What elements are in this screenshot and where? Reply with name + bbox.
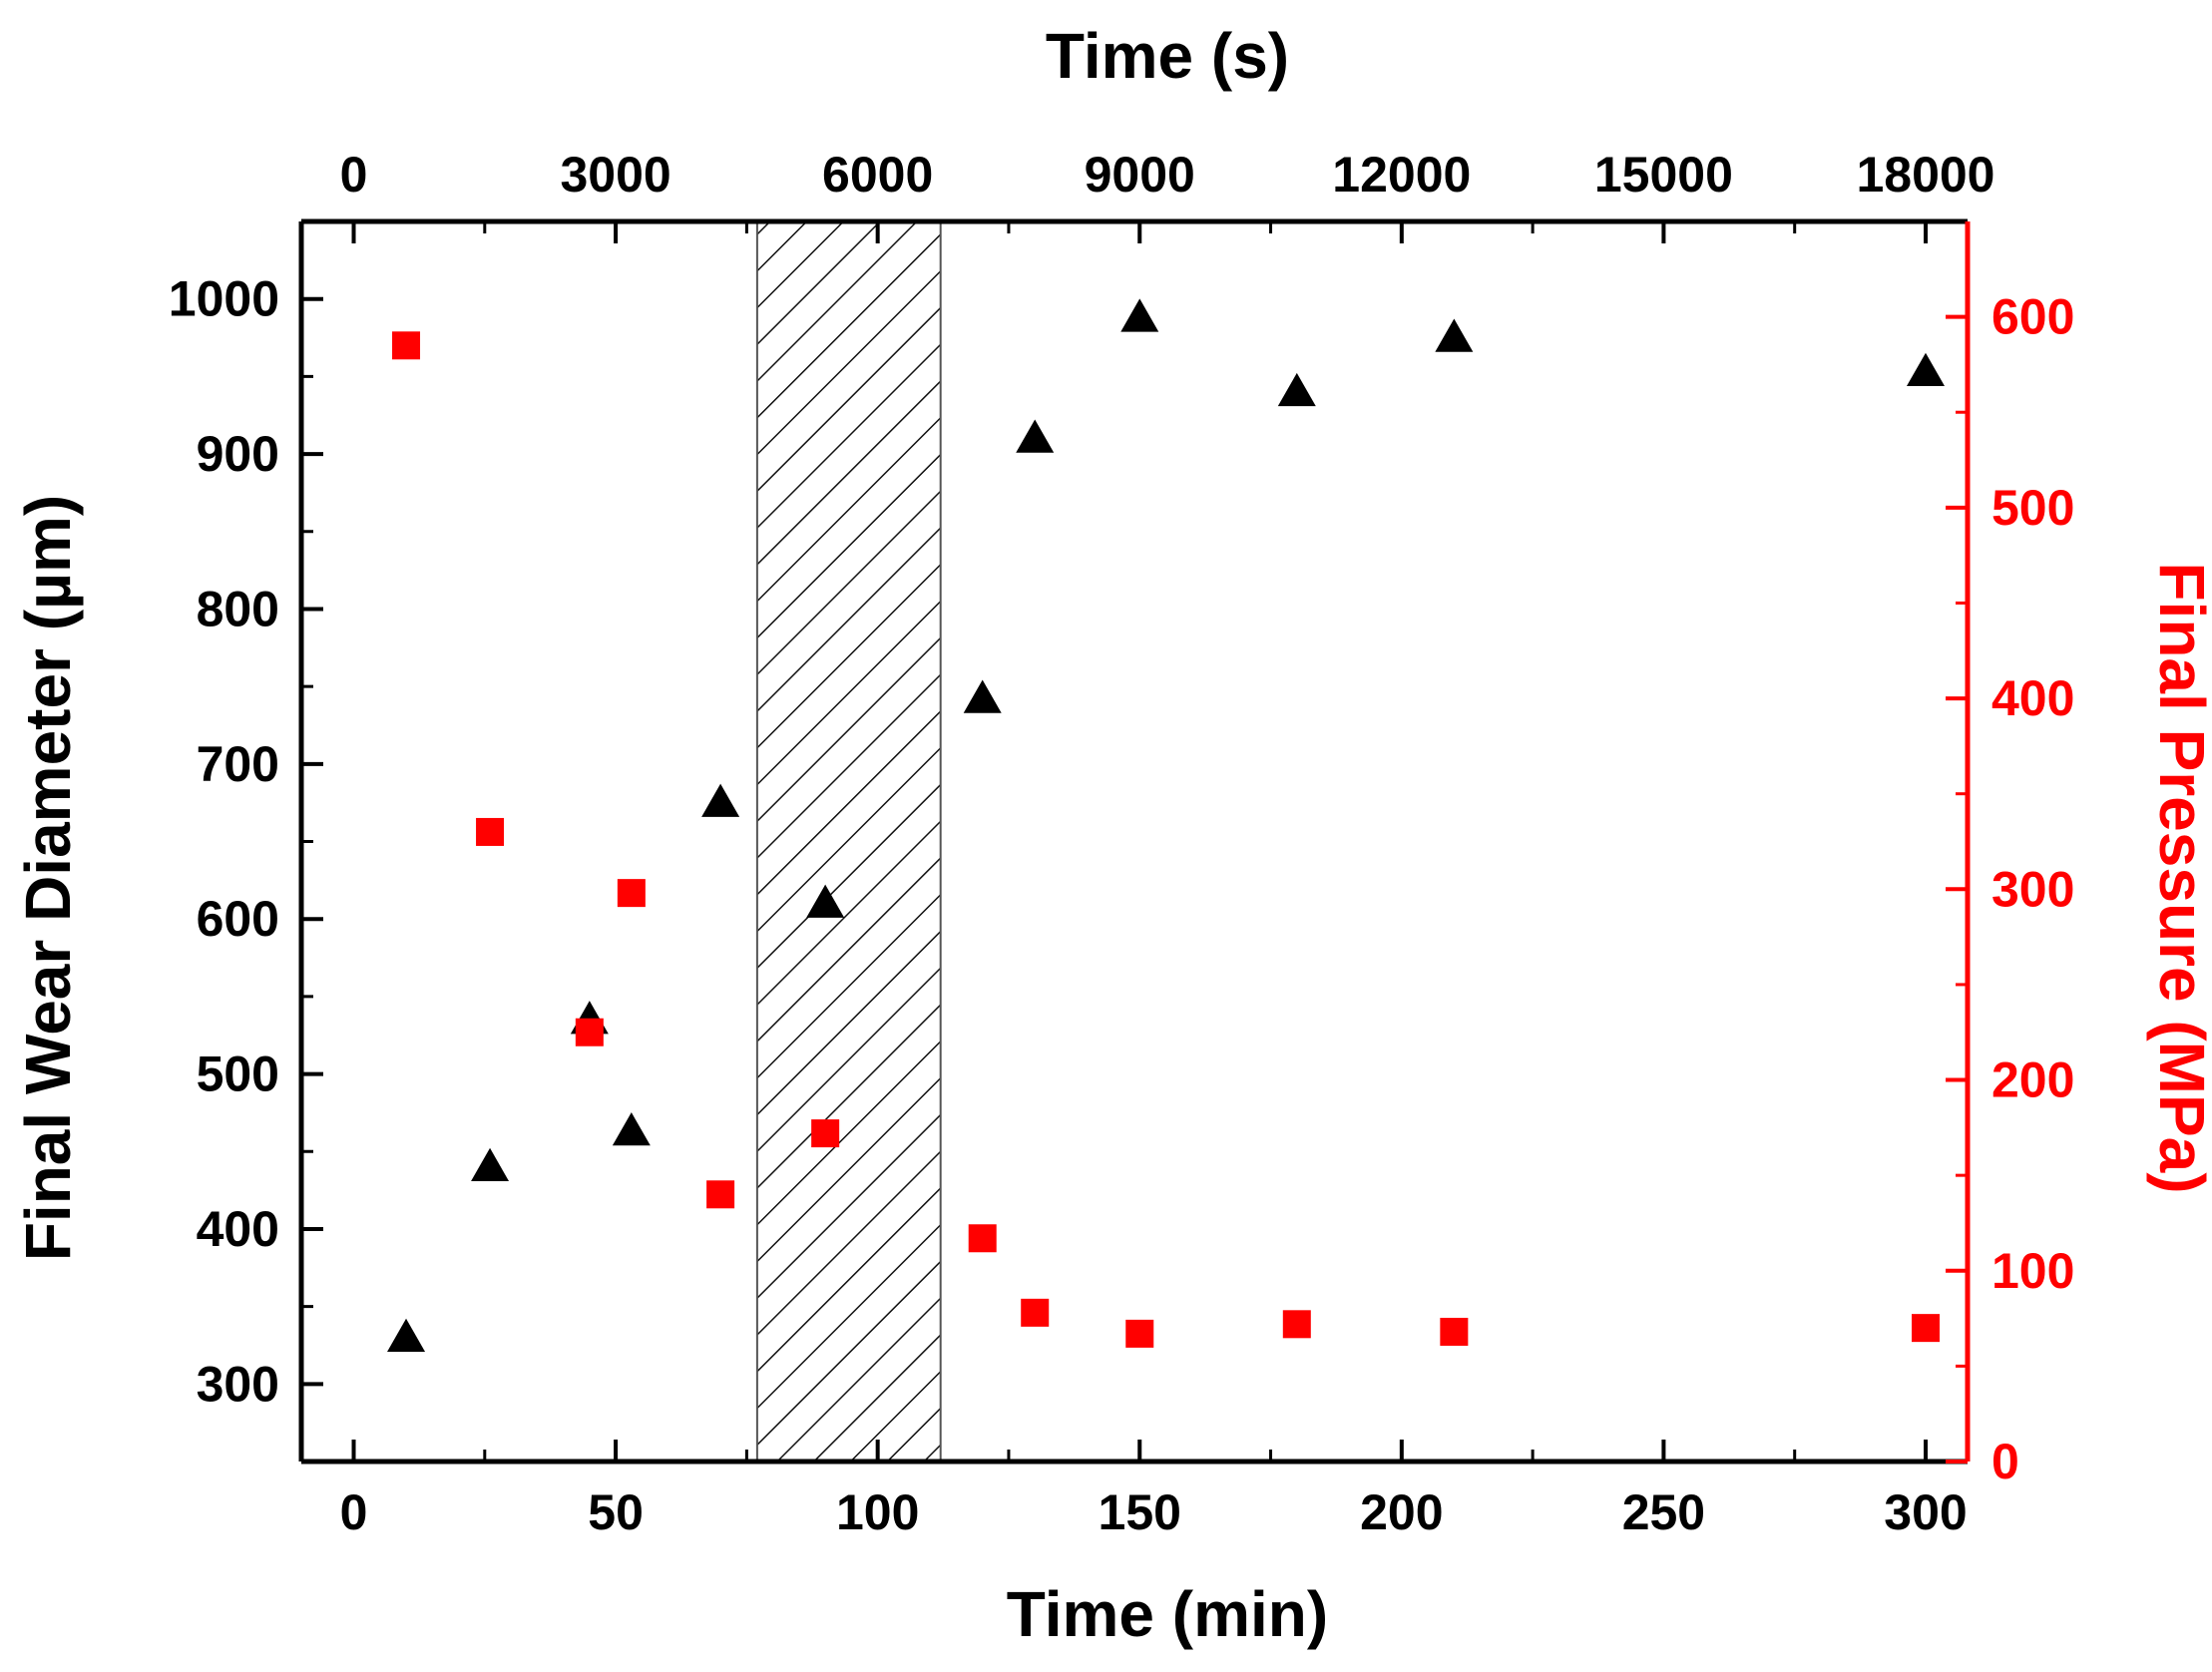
wear-diameter-point (701, 783, 740, 817)
x-top-tick-label: 18000 (1856, 147, 1994, 203)
pressure-point (811, 1119, 840, 1148)
x-top-tick-label: 9000 (1085, 147, 1195, 203)
pressure-point (476, 817, 505, 846)
x-top-tick-label: 12000 (1332, 147, 1471, 203)
y-axis-right-title: Final Pressure (MPa) (2146, 562, 2212, 1193)
y-left-tick-label: 800 (197, 581, 279, 636)
x-tick-label: 200 (1360, 1484, 1443, 1540)
x-axis-top-title: Time (s) (1046, 20, 1289, 92)
y-left-tick-label: 1000 (169, 271, 279, 327)
wear-diameter-point (806, 884, 845, 918)
y-right-tick-label: 600 (1991, 289, 2074, 345)
x-tick-label: 100 (836, 1484, 919, 1540)
y-right-tick-label: 300 (1991, 861, 2074, 917)
pressure-point (1282, 1310, 1311, 1339)
x-tick-label: 50 (588, 1484, 644, 1540)
pressure-point (1021, 1298, 1050, 1327)
pressure-point (575, 1018, 604, 1046)
y-axis-left-title: Final Wear Diameter (µm) (12, 495, 84, 1261)
x-axis-bottom-title: Time (min) (1007, 1578, 1328, 1650)
y-right-tick-label: 500 (1991, 480, 2074, 536)
x-tick-label: 150 (1099, 1484, 1181, 1540)
y-left-tick-label: 500 (197, 1046, 279, 1102)
wear-diameter-point (1120, 298, 1159, 332)
pressure-point (392, 331, 421, 360)
y-right-tick-label: 100 (1991, 1243, 2074, 1299)
wear-diameter-point (387, 1318, 426, 1352)
y-left-tick-label: 600 (197, 891, 279, 947)
x-tick-label: 0 (340, 1484, 368, 1540)
x-top-tick-label: 6000 (822, 147, 933, 203)
y-left-tick-label: 300 (197, 1356, 279, 1412)
pressure-point (706, 1180, 735, 1209)
pressure-point (1911, 1314, 1940, 1343)
x-top-tick-label: 3000 (560, 147, 670, 203)
x-top-tick-label: 0 (340, 147, 368, 203)
wear-diameter-point (1906, 352, 1945, 386)
pressure-point (1440, 1317, 1469, 1346)
shaded-region (755, 220, 942, 1463)
pressure-point (617, 879, 646, 908)
x-tick-label: 300 (1884, 1484, 1967, 1540)
y-right-tick-label: 200 (1991, 1052, 2074, 1108)
y-left-tick-label: 400 (197, 1201, 279, 1257)
y-left-tick-label: 700 (197, 736, 279, 792)
y-right-tick-label: 0 (1991, 1434, 2019, 1489)
wear-diameter-point (1435, 318, 1474, 352)
y-left-tick-label: 900 (197, 426, 279, 482)
wear-diameter-point (963, 679, 1002, 713)
x-top-tick-label: 15000 (1594, 147, 1733, 203)
y-right-tick-label: 400 (1991, 670, 2074, 726)
pressure-point (1125, 1319, 1154, 1348)
pressure-point (968, 1224, 997, 1253)
wear-diameter-point (471, 1147, 510, 1182)
wear-diameter-point (1277, 372, 1316, 407)
x-tick-label: 250 (1622, 1484, 1705, 1540)
wear-diameter-point (1016, 419, 1055, 453)
wear-diameter-point (612, 1112, 651, 1146)
